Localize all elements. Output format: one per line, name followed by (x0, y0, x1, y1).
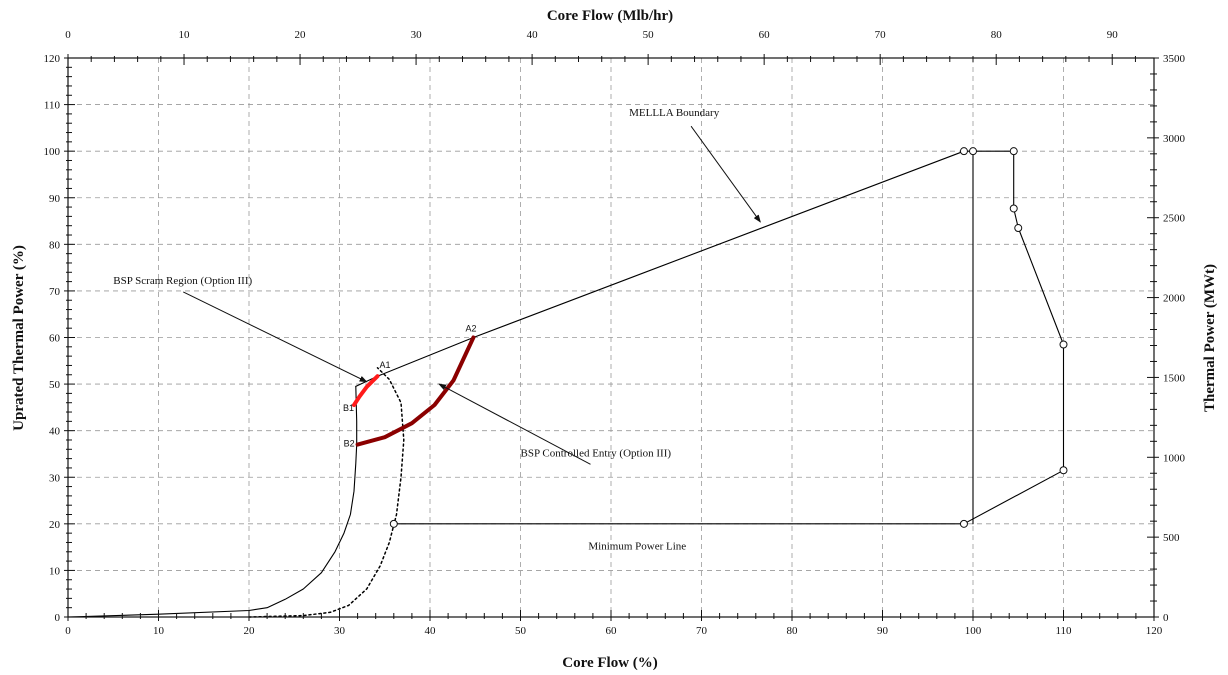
x2-tick-label: 80 (991, 29, 1003, 41)
data-point-marker (389, 519, 398, 528)
y-tick-label: 60 (49, 333, 61, 345)
y-axis-title: Uprated Thermal Power (%) (11, 245, 27, 431)
data-point-marker (969, 147, 977, 156)
y-tick-label: 90 (49, 193, 61, 205)
x2-tick-label: 60 (759, 29, 771, 41)
y2-tick-label: 3000 (1163, 133, 1186, 145)
y2-axis-title: Thermal Power (MWt) (1202, 264, 1218, 412)
x-tick-label: 10 (153, 625, 165, 637)
x2-tick-label: 70 (875, 29, 887, 41)
y-tick-label: 110 (44, 100, 61, 112)
y2-tick-label: 2000 (1163, 293, 1186, 305)
y-tick-label: 20 (49, 519, 61, 531)
axes: 0 10 20 30 40 50 60 70 80 90 100 110 120010203040506… (44, 29, 1186, 637)
data-markers (389, 147, 1068, 528)
y-tick-label: 80 (49, 239, 61, 251)
series-dotted-boundary (248, 367, 405, 618)
x-tick-label: 80 (787, 625, 799, 637)
x2-tick-label: 40 (527, 29, 539, 41)
y2-tick-label: 1500 (1163, 372, 1186, 384)
data-point-marker (1059, 466, 1068, 475)
y-tick-label: 40 (49, 426, 61, 438)
x2-tick-label: 50 (643, 29, 655, 41)
point-label-a2: A2 (465, 324, 476, 334)
y2-tick-label: 500 (1163, 532, 1180, 544)
annotation-mellla-boundary: MELLLA Boundary (629, 107, 720, 119)
x-tick-label: 110 (1055, 625, 1072, 637)
x-tick-label: 50 (515, 625, 527, 637)
annotation-minimum-power-line: Minimum Power Line (588, 540, 686, 552)
annotation-arrow-mellla-boundary (690, 125, 761, 223)
x-tick-label: 40 (425, 625, 437, 637)
data-point-marker (1059, 340, 1068, 349)
x-tick-label: 60 (606, 625, 618, 637)
x2-tick-label: 0 (65, 29, 71, 41)
y-tick-label: 50 (49, 379, 61, 391)
y-tick-label: 100 (44, 146, 61, 158)
x-tick-label: 0 (65, 625, 71, 637)
data-point-marker (1009, 147, 1018, 156)
y2-tick-label: 0 (1163, 612, 1169, 624)
x2-axis-title: Core Flow (Mlb/hr) (547, 8, 673, 24)
annotations: A1 A2 B1 B2 MELLLA Boundary BSP Scram Region … (113, 107, 761, 552)
x2-tick-label: 30 (411, 29, 423, 41)
annotation-bsp-scram-region-option-iii: BSP Scram Region (Option III) (113, 275, 252, 287)
y2-tick-label: 3500 (1163, 53, 1186, 65)
x2-tick-label: 10 (179, 29, 191, 41)
annotation-arrow-bsp-controlled-entry-option-iii (438, 383, 591, 465)
data-point-marker (959, 147, 968, 156)
annotation-bsp-controlled-entry-option-iii: BSP Controlled Entry (Option III) (521, 447, 672, 459)
data-point-marker (1009, 204, 1018, 213)
series-bsp-controlled-entry-option-iii (355, 335, 476, 447)
x-tick-label: 120 (1146, 625, 1163, 637)
y2-tick-label: 2500 (1163, 213, 1186, 225)
data-point-marker (1014, 224, 1023, 233)
x-axis-title: Core Flow (%) (562, 655, 658, 671)
y-tick-label: 70 (49, 286, 61, 298)
series-bsp-scram-region-option-iii (352, 374, 380, 407)
point-label-a1: A1 (380, 360, 391, 370)
data-point-marker (959, 519, 968, 528)
y-tick-label: 10 (49, 565, 61, 577)
x2-tick-label: 90 (1107, 29, 1119, 41)
x2-tick-label: 20 (295, 29, 307, 41)
x-tick-label: 70 (696, 625, 708, 637)
x-tick-label: 20 (244, 625, 256, 637)
annotation-arrow-bsp-scram-region-option-iii (183, 291, 368, 383)
x-tick-label: 90 (877, 625, 889, 637)
y-tick-label: 0 (55, 612, 61, 624)
y2-tick-label: 1000 (1163, 452, 1186, 464)
y-tick-label: 30 (49, 472, 61, 484)
y-tick-label: 120 (44, 53, 61, 65)
series-natural-circulation-line (67, 385, 358, 618)
point-label-b1: B1 (343, 403, 354, 413)
x-tick-label: 100 (965, 625, 982, 637)
grid-lines (68, 58, 1154, 617)
point-label-b2: B2 (344, 439, 355, 449)
x-tick-label: 30 (334, 625, 346, 637)
